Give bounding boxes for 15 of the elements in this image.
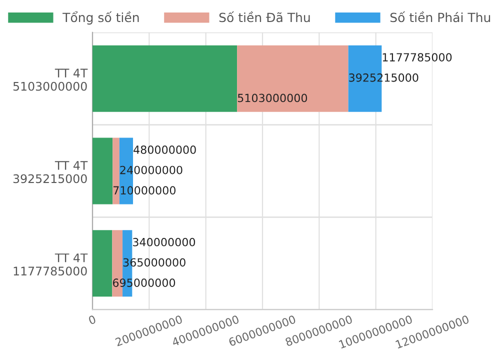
legend-label: Số tiền Phái Thu: [390, 11, 490, 22]
bar: [92, 45, 238, 112]
legend-label: Số tiền Đã Thu: [219, 11, 310, 22]
y-tick-label: TT 4T 1177785000: [14, 254, 88, 276]
bar: [237, 45, 348, 112]
x-tick-label: 0: [88, 314, 96, 325]
data-label: 1177785000: [382, 53, 452, 62]
y-tick-label: TT 4T 3925215000: [13, 161, 88, 184]
data-label: 340000000: [133, 238, 196, 246]
data-label: 5103000000: [238, 94, 308, 102]
y-tick-label: TT 4T 5103000000: [13, 68, 88, 91]
bar: [92, 138, 113, 204]
bar: [92, 230, 112, 297]
data-label: 480000000: [134, 145, 196, 154]
legend-label: Tổng số tiền: [62, 11, 139, 25]
